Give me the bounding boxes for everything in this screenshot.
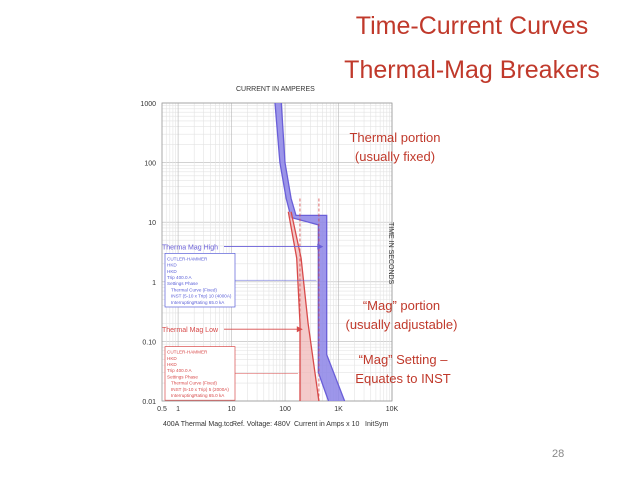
arrow-label-1: Thermal Mag Low	[162, 327, 219, 334]
y-tick-label: 0.10	[142, 339, 156, 346]
callout-mag-setting: “Mag” Setting – Equates to INST	[338, 350, 468, 388]
y-axis-label-right: TIME IN SECONDS	[387, 222, 394, 285]
series-band-0	[275, 103, 345, 401]
callout-mag: “Mag” portion (usually adjustable)	[334, 296, 469, 334]
y-tick-label: 10	[148, 220, 156, 227]
legend-line: HKD	[167, 269, 177, 274]
slide-title-line2: Thermal-Mag Breakers	[344, 56, 600, 84]
footer-file: 400A Thermal Mag.tcc	[163, 421, 233, 428]
legend-line: Thermal Curve (Fixed)	[171, 381, 217, 386]
arrow-label-0: Therma Mag High	[162, 245, 218, 252]
legend-line: INST (5-10 x Trip) 10 (4000A)	[171, 294, 232, 299]
footer-extra: InitSym	[365, 421, 389, 428]
legend-box-1	[164, 346, 236, 401]
legend-line: HKD	[167, 362, 177, 367]
y-tick-label: 0.01	[142, 399, 156, 406]
legend-line: Trip 400.0 A	[167, 368, 193, 373]
series-upper-1	[290, 211, 320, 402]
callout-setting-line2: Equates to INST	[355, 371, 451, 386]
legend-box-0	[164, 253, 236, 308]
y-tick-label: 100	[144, 161, 156, 168]
y-tick-label: 1	[152, 280, 156, 287]
legend-line: Trip 400.0 A	[167, 275, 193, 280]
legend-line: HKD	[167, 356, 177, 361]
callout-thermal-line2: (usually fixed)	[354, 149, 436, 164]
legend-line: InterruptingRating 65.0 kA	[171, 300, 225, 305]
legend-line: Settings Phase	[167, 281, 198, 286]
callout-mag-line1: “Mag” portion	[362, 298, 441, 313]
x-tick-label: 0.5	[157, 406, 167, 413]
callout-thermal-line1: Thermal portion	[349, 130, 441, 145]
legend-line: CUTLER-HAMMER	[167, 256, 208, 261]
legend-line: INST (5-10 x Trip) 5 (2000A)	[171, 387, 229, 392]
x-tick-label: 100	[279, 406, 291, 413]
y-tick-label: 1000	[140, 101, 156, 108]
slide-title-line1: Time-Current Curves	[355, 12, 589, 40]
series-upper-0	[280, 102, 346, 402]
axes: 1000 100 10 1 0.10 0.010.5 1 10 100 1K 10K	[140, 101, 398, 413]
callout-thermal: Thermal portion (usually fixed)	[330, 128, 460, 166]
x-axis-label-top: CURRENT IN AMPERES	[236, 86, 315, 93]
arrow-head-1	[296, 326, 303, 333]
series-band-1	[288, 211, 319, 401]
callout-setting-line1: “Mag” Setting –	[358, 352, 448, 367]
legend-line: Thermal Curve (Fixed)	[171, 287, 217, 292]
legend-line: Settings Phase	[167, 374, 198, 379]
chart-footer: 400A Thermal Mag.tcc Ref. Voltage: 480V …	[163, 421, 389, 428]
x-tick-label: 10	[228, 406, 236, 413]
legend-line: InterruptingRating 65.0 kA	[171, 393, 225, 398]
curve-bands	[274, 102, 346, 402]
callout-mag-line2: (usually adjustable)	[345, 317, 458, 332]
arrow-head-0	[317, 243, 324, 250]
x-tick-label: 1K	[334, 406, 343, 413]
label-arrows: Therma Mag High Thermal Mag Low	[162, 243, 324, 334]
legend-line: HKD	[167, 263, 177, 268]
x-tick-label: 1	[176, 406, 180, 413]
x-tick-label: 10K	[386, 406, 399, 413]
legend-line: CUTLER-HAMMER	[167, 350, 208, 355]
series-lower-1	[287, 211, 301, 401]
footer-current-note: Current in Amps x 10	[294, 421, 359, 428]
page-number: 28	[552, 448, 565, 460]
footer-ref-voltage: Ref. Voltage: 480V	[232, 421, 291, 428]
